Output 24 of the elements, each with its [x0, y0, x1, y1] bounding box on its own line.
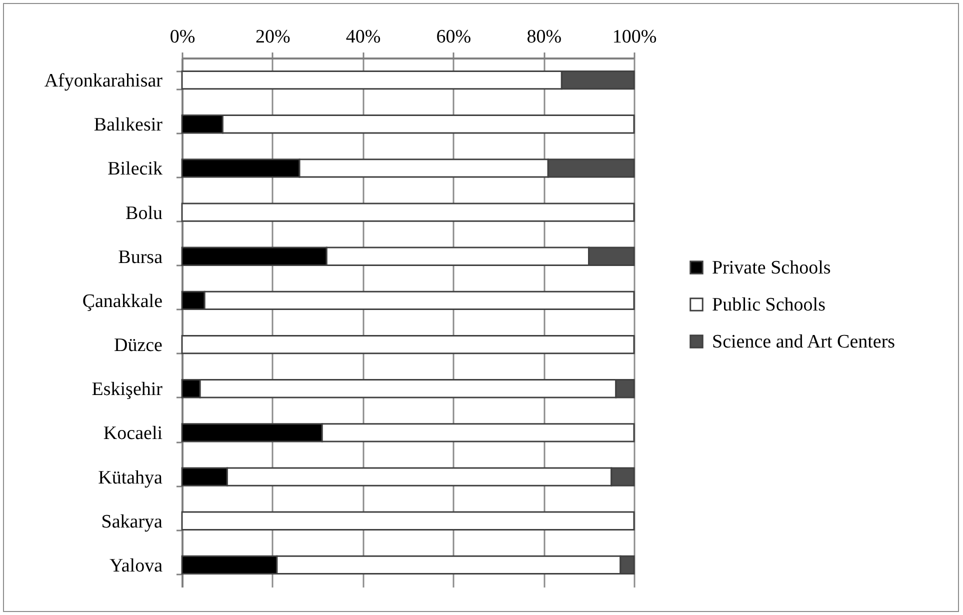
y-tick-label: Sakarya	[101, 511, 164, 532]
bar	[181, 511, 635, 530]
y-tick-label: Afyonkarahisar	[44, 70, 164, 92]
y-tick-label: Bilecik	[108, 158, 163, 180]
x-tick-label: 20%	[255, 26, 290, 48]
x-tick-label: 60%	[436, 26, 472, 48]
y-tick-label: Kütahya	[98, 467, 164, 488]
legend-label: Public Schools	[712, 294, 826, 316]
x-tick-label: 80%	[526, 26, 562, 48]
y-tick-label: Bursa	[118, 246, 164, 268]
bar	[181, 202, 635, 222]
y-tick-label: Eskişehir	[92, 379, 164, 400]
y-tick-label: Yalova	[110, 555, 164, 576]
x-tick-label: 40%	[346, 26, 381, 48]
legend-label: Private Schools	[712, 258, 831, 278]
x-tick-label: 0%	[170, 26, 196, 48]
y-tick-label: Düzce	[114, 335, 162, 356]
y-tick-label: Bolu	[126, 202, 163, 224]
x-tick-label: 100%	[612, 26, 657, 48]
y-tick-label: Çanakkale	[82, 290, 162, 312]
legend-label: Science and Art Centers	[712, 332, 896, 352]
y-tick-label: Balıkesir	[94, 114, 164, 136]
y-tick-label: Kocaeli	[103, 423, 162, 444]
bar	[181, 334, 635, 354]
